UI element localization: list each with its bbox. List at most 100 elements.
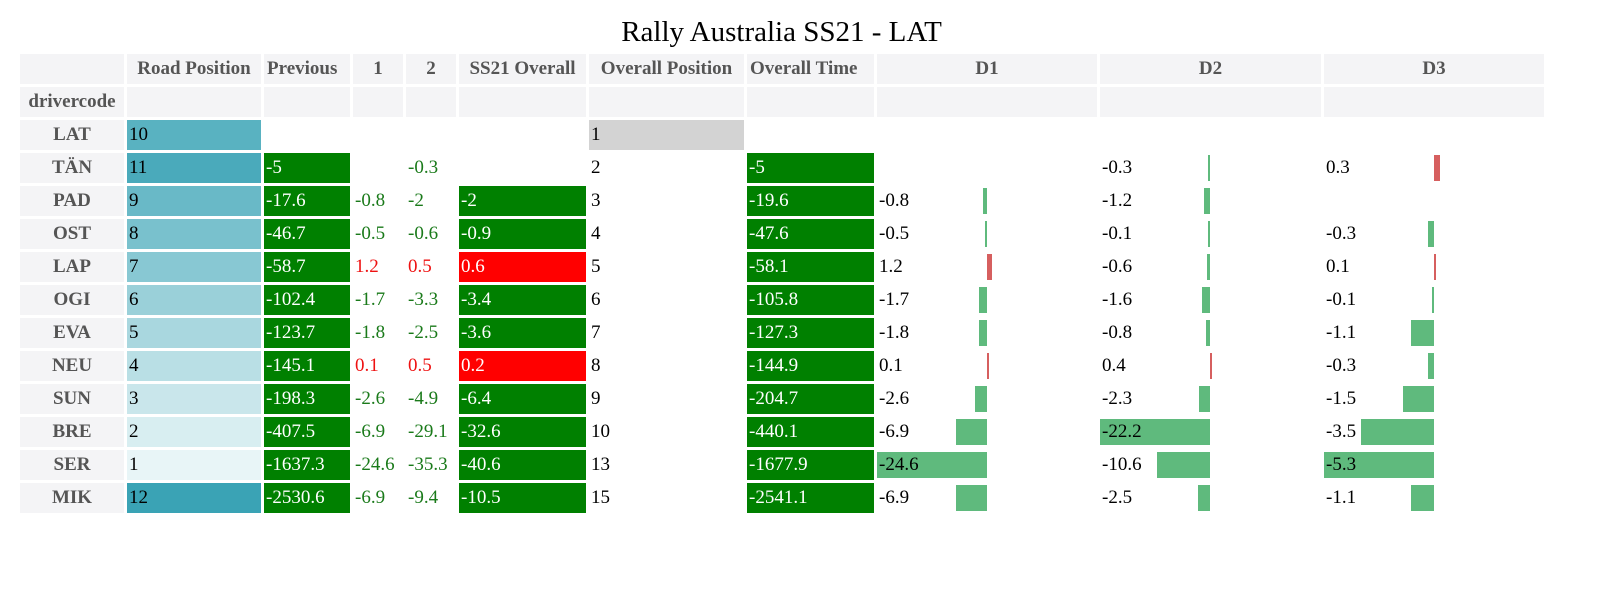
split-1-cell: -0.8 (355, 190, 386, 211)
road-position-cell: 1 (127, 450, 261, 480)
column-header-d2: D2 (1100, 54, 1321, 84)
ss21-overall-cell: -2 (459, 186, 586, 216)
d2-value: -22.2 (1102, 421, 1142, 442)
overall-position-cell: 1 (589, 120, 744, 150)
split-1-cell (353, 120, 403, 150)
d1-bar (984, 221, 987, 247)
d2-cell (1100, 120, 1321, 150)
table-row: OGI 6 -102.4 -1.7 -3.3 -3.4 6 -105.8 -1.7 -1.6 -0.… (20, 285, 1544, 315)
d2-value: -0.1 (1102, 223, 1133, 244)
d3-cell: 0.3 (1324, 153, 1544, 183)
d3-bar (1411, 320, 1434, 346)
index-name-row: drivercode (20, 87, 1544, 117)
column-header-row: Road Position Previous 1 2 SS21 Overall … (20, 54, 1544, 84)
d2-cell: -2.3 (1100, 384, 1321, 414)
d2-value: 0.4 (1102, 355, 1126, 376)
overall-time-cell: -58.1 (747, 252, 874, 282)
overall-time-cell: -105.8 (747, 285, 874, 315)
ss21-overall-cell: -32.6 (459, 417, 586, 447)
d1-bar (978, 320, 987, 346)
column-header-road-position: Road Position (127, 54, 261, 84)
d2-cell: -1.6 (1100, 285, 1321, 315)
d2-cell: 0.4 (1100, 351, 1321, 381)
road-position-cell: 9 (127, 186, 261, 216)
d3-cell: -0.3 (1324, 219, 1544, 249)
d3-cell: -1.1 (1324, 483, 1544, 513)
driver-code: NEU (20, 351, 124, 381)
d3-value: 0.1 (1326, 256, 1350, 277)
d2-cell: -2.5 (1100, 483, 1321, 513)
driver-code: LAT (20, 120, 124, 150)
road-position-cell: 12 (127, 483, 261, 513)
d2-value: -1.6 (1102, 289, 1133, 310)
d2-bar (1210, 353, 1212, 379)
d1-cell: -0.8 (877, 186, 1097, 216)
ss21-overall-cell: -3.4 (459, 285, 586, 315)
column-header-d1: D1 (877, 54, 1097, 84)
d2-cell: -0.1 (1100, 219, 1321, 249)
previous-cell: -407.5 (264, 417, 350, 447)
overall-time-cell: -440.1 (747, 417, 874, 447)
d1-bar (956, 419, 987, 445)
overall-position-cell: 2 (591, 157, 601, 178)
overall-time-cell: -144.9 (747, 351, 874, 381)
d1-value: -6.9 (879, 421, 910, 442)
split-1-cell: -1.7 (355, 289, 386, 310)
d2-cell: -10.6 (1100, 450, 1321, 480)
d3-value: -0.3 (1326, 223, 1357, 244)
driver-code: EVA (20, 318, 124, 348)
d2-bar (1204, 188, 1210, 214)
d1-bar (877, 452, 987, 478)
split-1-cell: -0.5 (355, 223, 386, 244)
d1-value: -1.7 (879, 289, 910, 310)
d3-value: -3.5 (1326, 421, 1357, 442)
previous-cell: -58.7 (264, 252, 350, 282)
split-1-cell (353, 153, 403, 183)
driver-code: SER (20, 450, 124, 480)
previous-cell: -102.4 (264, 285, 350, 315)
previous-cell: -5 (264, 153, 350, 183)
overall-position-cell: 13 (591, 454, 610, 475)
overall-time-cell: -2541.1 (747, 483, 874, 513)
d1-bar (975, 386, 987, 412)
d3-value: -0.1 (1326, 289, 1357, 310)
split-1-cell: -6.9 (355, 487, 386, 508)
d3-value: -0.3 (1326, 355, 1357, 376)
d3-bar (1411, 485, 1434, 511)
split-1-cell: -24.6 (355, 454, 395, 475)
ss21-overall-cell (459, 120, 586, 150)
column-header-previous: Previous (264, 54, 350, 84)
table-row: BRE 2 -407.5 -6.9 -29.1 -32.6 10 -440.1 -6.9 -22.… (20, 417, 1544, 447)
split-2-cell: -2 (408, 190, 424, 211)
d1-cell: -24.6 (877, 450, 1097, 480)
ss21-overall-cell: -0.9 (459, 219, 586, 249)
driver-code: LAP (20, 252, 124, 282)
d1-value: -6.9 (879, 487, 910, 508)
d3-value: -1.5 (1326, 388, 1357, 409)
previous-cell: -1637.3 (264, 450, 350, 480)
d2-cell: -0.8 (1100, 318, 1321, 348)
split-2-cell: 0.5 (408, 355, 432, 376)
split-2-cell: 0.5 (408, 256, 432, 277)
d1-value: 1.2 (879, 256, 903, 277)
index-corner-header (20, 54, 124, 84)
d1-cell: -2.6 (877, 384, 1097, 414)
d1-cell: -6.9 (877, 483, 1097, 513)
previous-cell (264, 120, 350, 150)
table-row: OST 8 -46.7 -0.5 -0.6 -0.9 4 -47.6 -0.5 -0.1 -0.3 (20, 219, 1544, 249)
d3-cell (1324, 120, 1544, 150)
driver-code: TÄN (20, 153, 124, 183)
d1-cell (877, 120, 1097, 150)
d2-bar (1197, 485, 1210, 511)
d2-cell: -22.2 (1100, 417, 1321, 447)
split-1-cell: -2.6 (355, 388, 386, 409)
d3-bar (1434, 254, 1437, 280)
split-1-cell: 1.2 (355, 256, 379, 277)
d3-bar (1431, 287, 1434, 313)
road-position-cell: 10 (127, 120, 261, 150)
ss21-overall-cell: -40.6 (459, 450, 586, 480)
previous-cell: -123.7 (264, 318, 350, 348)
d1-value: -0.5 (879, 223, 910, 244)
d1-cell: 1.2 (877, 252, 1097, 282)
d1-bar (956, 485, 987, 511)
